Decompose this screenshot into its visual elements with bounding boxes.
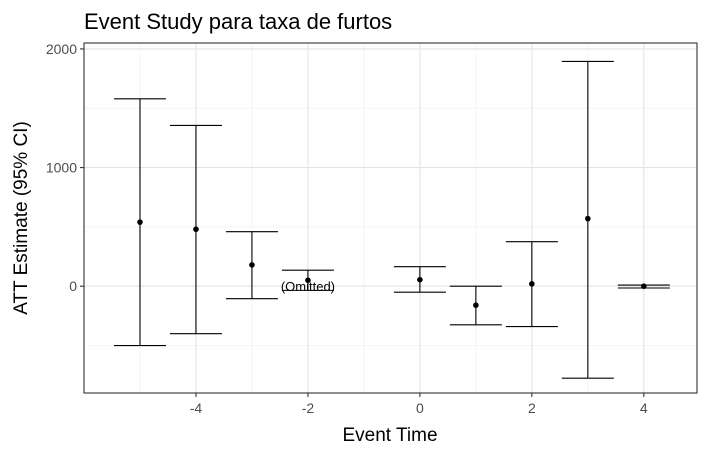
error-bar-series — [113, 60, 670, 379]
plot-border — [83, 42, 698, 394]
estimate-point — [193, 226, 199, 233]
estimate-point — [529, 281, 535, 287]
estimate-point — [417, 276, 423, 283]
estimate-point — [473, 302, 479, 309]
estimate-point — [305, 277, 311, 284]
x-axis-title: Event Time — [342, 425, 437, 446]
estimate-point — [137, 219, 143, 225]
estimate-point — [249, 262, 255, 268]
x-tick-label: -2 — [302, 400, 315, 416]
y-axis: 0 1000 2000 — [46, 41, 84, 294]
estimate-point — [641, 283, 647, 290]
y-tick-label: 1000 — [46, 160, 77, 176]
estimate-point — [585, 215, 591, 222]
major-gridlines — [84, 43, 697, 393]
chart-title: Event Study para taxa de furtos — [84, 9, 392, 34]
x-tick-label: 4 — [640, 400, 648, 416]
plot-panel: (Omitted) — [83, 42, 698, 394]
y-tick-label: 2000 — [46, 41, 77, 57]
x-tick-label: 0 — [416, 400, 424, 416]
omitted-annotation: (Omitted) — [281, 279, 335, 294]
plot-background — [84, 43, 697, 393]
y-axis-title: ATT Estimate (95% CI) — [11, 121, 32, 315]
x-tick-label: 2 — [528, 400, 536, 416]
x-axis: -4 -2 0 2 4 — [190, 393, 648, 416]
y-tick-label: 0 — [69, 278, 77, 294]
annotations: (Omitted) — [281, 279, 335, 294]
x-tick-label: -4 — [190, 400, 203, 416]
